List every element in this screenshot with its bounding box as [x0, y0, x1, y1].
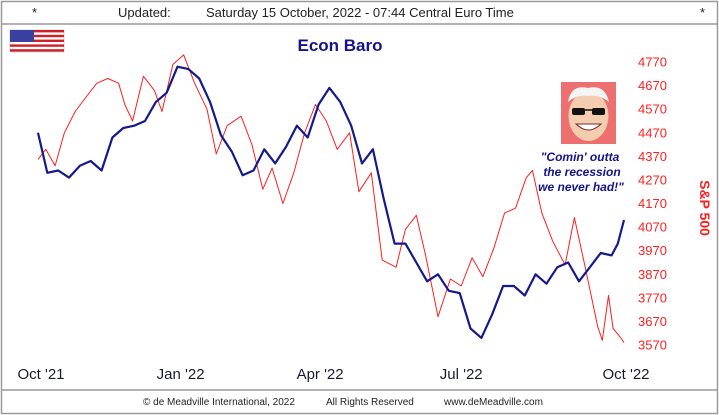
y-tick-label: 4470 — [638, 125, 667, 140]
x-tick-label: Apr '22 — [297, 366, 344, 383]
x-tick-label: Jul '22 — [440, 366, 483, 383]
header-left-mark: * — [32, 5, 37, 20]
y-axis-label: S&P 500 — [697, 180, 713, 236]
econ-baro-series-line — [36, 65, 626, 339]
y-tick-label: 4670 — [638, 78, 667, 93]
y-tick-label: 4270 — [638, 172, 667, 187]
y-tick-label: 4070 — [638, 220, 667, 235]
sp500-series-line — [37, 54, 625, 343]
chart-title: Econ Baro — [297, 36, 382, 55]
quote-line-2: the recession — [543, 165, 620, 179]
y-tick-label: 3770 — [638, 290, 667, 305]
x-axis-ticks: Oct '21 Jan '22 Apr '22 Jul '22 Oct '22 — [17, 366, 649, 383]
y-tick-label: 4770 — [638, 55, 667, 70]
y-tick-label: 3570 — [638, 338, 667, 353]
x-tick-label: Oct '22 — [602, 366, 649, 383]
footer-copyright: © de Meadville International, 2022 — [143, 397, 295, 408]
y-tick-label: 3870 — [638, 267, 667, 282]
x-tick-label: Jan '22 — [157, 366, 205, 383]
quote-line-1: "Comin' outta — [541, 150, 620, 164]
cartoon-face-sunglasses-icon — [561, 82, 616, 144]
y-tick-label: 4170 — [638, 196, 667, 211]
quote-line-3: we never had!" — [538, 180, 624, 194]
y-tick-label: 3670 — [638, 314, 667, 329]
us-flag-icon — [9, 29, 65, 53]
y-tick-label: 4370 — [638, 149, 667, 164]
footer-website: www.deMeadville.com — [443, 397, 543, 408]
updated-label: Updated: — [118, 5, 171, 20]
y-tick-label: 3970 — [638, 243, 667, 258]
header-right-mark: * — [700, 5, 705, 20]
y-tick-label: 4570 — [638, 102, 667, 117]
x-tick-label: Oct '21 — [17, 366, 64, 383]
y-axis-ticks: 4770 4670 4570 4470 4370 4270 4170 4070 3970 3870… — [638, 55, 667, 353]
footer-rights: All Rights Reserved — [326, 397, 414, 408]
update-timestamp: Saturday 15 October, 2022 - 07:44 Centra… — [206, 5, 514, 20]
